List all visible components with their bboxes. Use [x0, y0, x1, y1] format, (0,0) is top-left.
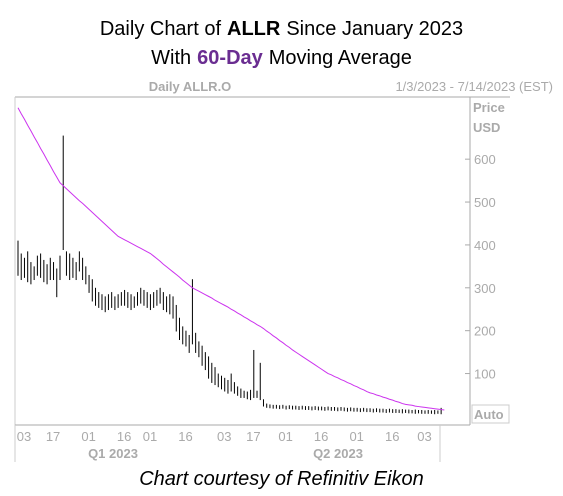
y-tick-label: 500 — [474, 195, 496, 210]
title-part: Since January 2023 — [286, 18, 464, 40]
y-tick-label: 600 — [474, 152, 496, 167]
moving-average-line — [17, 107, 445, 411]
date-range: 1/3/2023 - 7/14/2023 (EST) — [395, 79, 553, 94]
scale-mode: Auto — [474, 407, 504, 422]
subtitle-part: With — [151, 47, 192, 69]
y-tick-label: 200 — [474, 324, 496, 339]
title-part: ALLR — [227, 18, 281, 40]
x-tick-label: 16 — [117, 429, 131, 444]
x-tick-label: 16 — [314, 429, 328, 444]
x-tick-label: 17 — [246, 429, 260, 444]
x-tick-label: 03 — [17, 429, 31, 444]
x-tick-label: 16 — [385, 429, 399, 444]
scale-box — [471, 404, 510, 424]
y-tick-label: 300 — [474, 281, 496, 296]
x-tick-label: 01 — [349, 429, 363, 444]
y-tick-label: 100 — [474, 367, 496, 382]
chart: Daily ALLR.O 1/3/2023 - 7/14/2023 (EST) … — [14, 79, 553, 462]
title-part: Daily Chart of — [99, 18, 222, 40]
x-tick-label: 03 — [217, 429, 231, 444]
x-tick-label: 01 — [143, 429, 157, 444]
y-tick-label: 400 — [474, 238, 496, 253]
quarter-label: Q2 2023 — [313, 446, 363, 461]
footer: Chart courtesy of Refinitiv Eikon — [139, 468, 424, 490]
panel-label: Daily ALLR.O — [149, 79, 232, 94]
x-tick-label: 16 — [178, 429, 192, 444]
y-label: Price — [473, 100, 505, 115]
x-tick-label: 01 — [81, 429, 95, 444]
subtitle-part: 60-Day — [197, 47, 263, 69]
subtitle-part: Moving Average — [268, 47, 412, 69]
x-tick-label: 17 — [46, 429, 60, 444]
subtitle: With 60-Day Moving Average — [0, 47, 563, 70]
y-label: USD — [473, 120, 500, 135]
x-tick-label: 01 — [278, 429, 292, 444]
quarter-label: Q1 2023 — [88, 446, 138, 461]
x-tick-label: 03 — [417, 429, 431, 444]
title: Daily Chart of ALLR Since January 2023 — [0, 18, 563, 41]
